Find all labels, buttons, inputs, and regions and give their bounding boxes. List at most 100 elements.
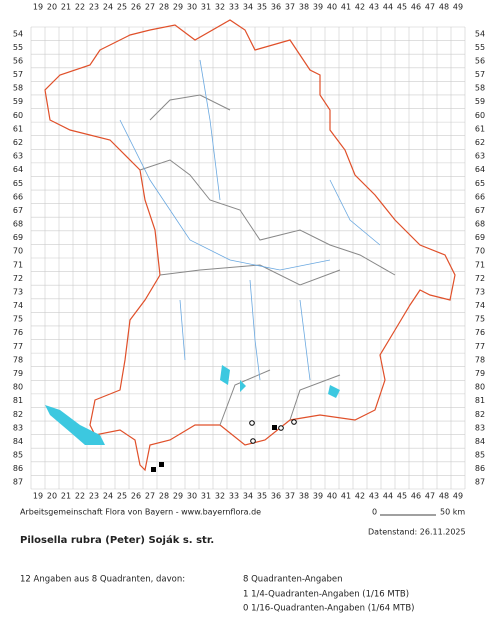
credit: Arbeitsgemeinschaft Flora von Bayern - w…	[20, 508, 261, 517]
row-label: 72	[13, 274, 23, 283]
column-label: 39	[313, 492, 323, 501]
row-label: 62	[475, 138, 485, 147]
species-title: Pilosella rubra (Peter) Soják s. str.	[20, 534, 214, 546]
column-label: 28	[159, 3, 169, 12]
row-label: 57	[475, 70, 485, 79]
column-label: 41	[341, 3, 351, 12]
column-label: 31	[201, 492, 211, 501]
column-label: 22	[75, 492, 85, 501]
lake-constance	[45, 405, 105, 445]
column-label: 27	[145, 3, 155, 12]
row-label: 64	[13, 165, 23, 174]
column-label: 37	[285, 3, 295, 12]
row-label: 74	[475, 301, 485, 310]
row-label: 67	[13, 206, 23, 215]
record-circle	[249, 420, 255, 426]
column-label: 32	[215, 3, 225, 12]
row-label: 63	[475, 152, 485, 161]
column-label: 26	[131, 3, 141, 12]
column-label: 30	[187, 3, 197, 12]
row-label: 63	[13, 152, 23, 161]
column-label: 43	[369, 492, 379, 501]
summary: 12 Angaben aus 8 Quadranten, davon:	[20, 575, 185, 585]
row-label: 62	[13, 138, 23, 147]
column-label: 20	[47, 3, 57, 12]
row-label: 85	[13, 451, 23, 460]
row-label: 65	[475, 179, 485, 188]
column-label: 22	[75, 3, 85, 12]
records	[151, 419, 297, 472]
row-label: 58	[475, 84, 485, 93]
row-label: 58	[13, 84, 23, 93]
row-label: 70	[475, 247, 485, 256]
date: Datenstand: 26.11.2025	[368, 528, 466, 537]
column-label: 40	[327, 492, 337, 501]
column-label: 33	[229, 492, 239, 501]
row-label: 83	[13, 423, 23, 432]
record-square	[272, 425, 277, 430]
column-label: 41	[341, 492, 351, 501]
breakdown-item: 1 1/4-Quadranten-Angaben (1/16 MTB)	[243, 590, 409, 600]
column-label: 24	[103, 492, 113, 501]
row-label: 77	[475, 342, 485, 351]
column-label: 43	[369, 3, 379, 12]
column-label: 26	[131, 492, 141, 501]
row-label: 72	[475, 274, 485, 283]
record-square	[151, 467, 156, 472]
column-label: 40	[327, 3, 337, 12]
column-label: 49	[453, 3, 463, 12]
row-label: 81	[475, 396, 485, 405]
row-label: 76	[13, 328, 23, 337]
row-label: 78	[13, 355, 23, 364]
row-label: 68	[13, 220, 23, 229]
row-label: 59	[475, 97, 485, 106]
column-label: 21	[61, 3, 71, 12]
column-label: 37	[285, 492, 295, 501]
column-label: 30	[187, 492, 197, 501]
rivers	[119, 59, 381, 381]
row-label: 61	[475, 124, 485, 133]
column-label: 25	[117, 3, 127, 12]
row-label: 56	[13, 56, 23, 65]
column-label: 44	[383, 492, 393, 501]
row-label: 60	[13, 111, 23, 120]
column-label: 34	[243, 3, 253, 12]
column-label: 42	[355, 492, 365, 501]
column-label: 46	[411, 492, 421, 501]
row-label: 80	[13, 383, 23, 392]
row-label: 54	[13, 29, 23, 38]
row-label: 64	[475, 165, 485, 174]
column-label: 19	[33, 3, 43, 12]
column-label: 45	[397, 492, 407, 501]
column-label: 29	[173, 492, 183, 501]
column-label: 28	[159, 492, 169, 501]
row-label: 74	[13, 301, 23, 310]
row-label: 66	[13, 192, 23, 201]
column-label: 35	[257, 492, 267, 501]
row-label: 84	[475, 437, 485, 446]
row-label: 77	[13, 342, 23, 351]
row-label: 70	[13, 247, 23, 256]
row-label: 83	[475, 423, 485, 432]
row-label: 84	[13, 437, 23, 446]
row-label: 85	[475, 451, 485, 460]
column-label: 47	[425, 3, 435, 12]
column-label: 31	[201, 3, 211, 12]
record-square	[159, 462, 164, 467]
column-label: 47	[425, 492, 435, 501]
row-label: 78	[475, 355, 485, 364]
row-label: 79	[13, 369, 23, 378]
column-label: 39	[313, 3, 323, 12]
row-label: 57	[13, 70, 23, 79]
column-label: 45	[397, 3, 407, 12]
column-label: 21	[61, 492, 71, 501]
row-label: 87	[13, 478, 23, 487]
column-label: 29	[173, 3, 183, 12]
record-circle	[278, 425, 284, 431]
column-label: 34	[243, 492, 253, 501]
row-label: 80	[475, 383, 485, 392]
row-label: 75	[13, 315, 23, 324]
row-label: 69	[13, 233, 23, 242]
